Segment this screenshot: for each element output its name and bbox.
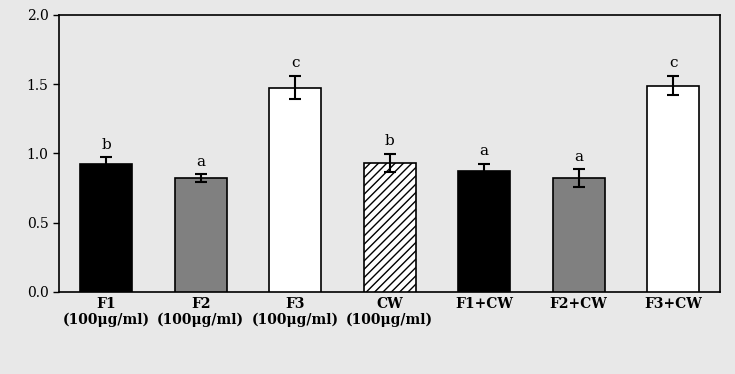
Bar	[269, 88, 321, 292]
Bar	[175, 178, 226, 292]
Text: b: b	[384, 135, 395, 148]
Text: a: a	[196, 154, 205, 169]
Text: c: c	[669, 56, 677, 70]
Bar	[364, 163, 415, 292]
Bar	[80, 164, 132, 292]
Bar	[553, 178, 604, 292]
Text: a: a	[574, 150, 583, 164]
Bar	[647, 86, 699, 292]
Text: a: a	[479, 144, 489, 158]
Text: b: b	[101, 138, 111, 152]
Text: c: c	[291, 56, 299, 70]
Bar	[458, 171, 510, 292]
